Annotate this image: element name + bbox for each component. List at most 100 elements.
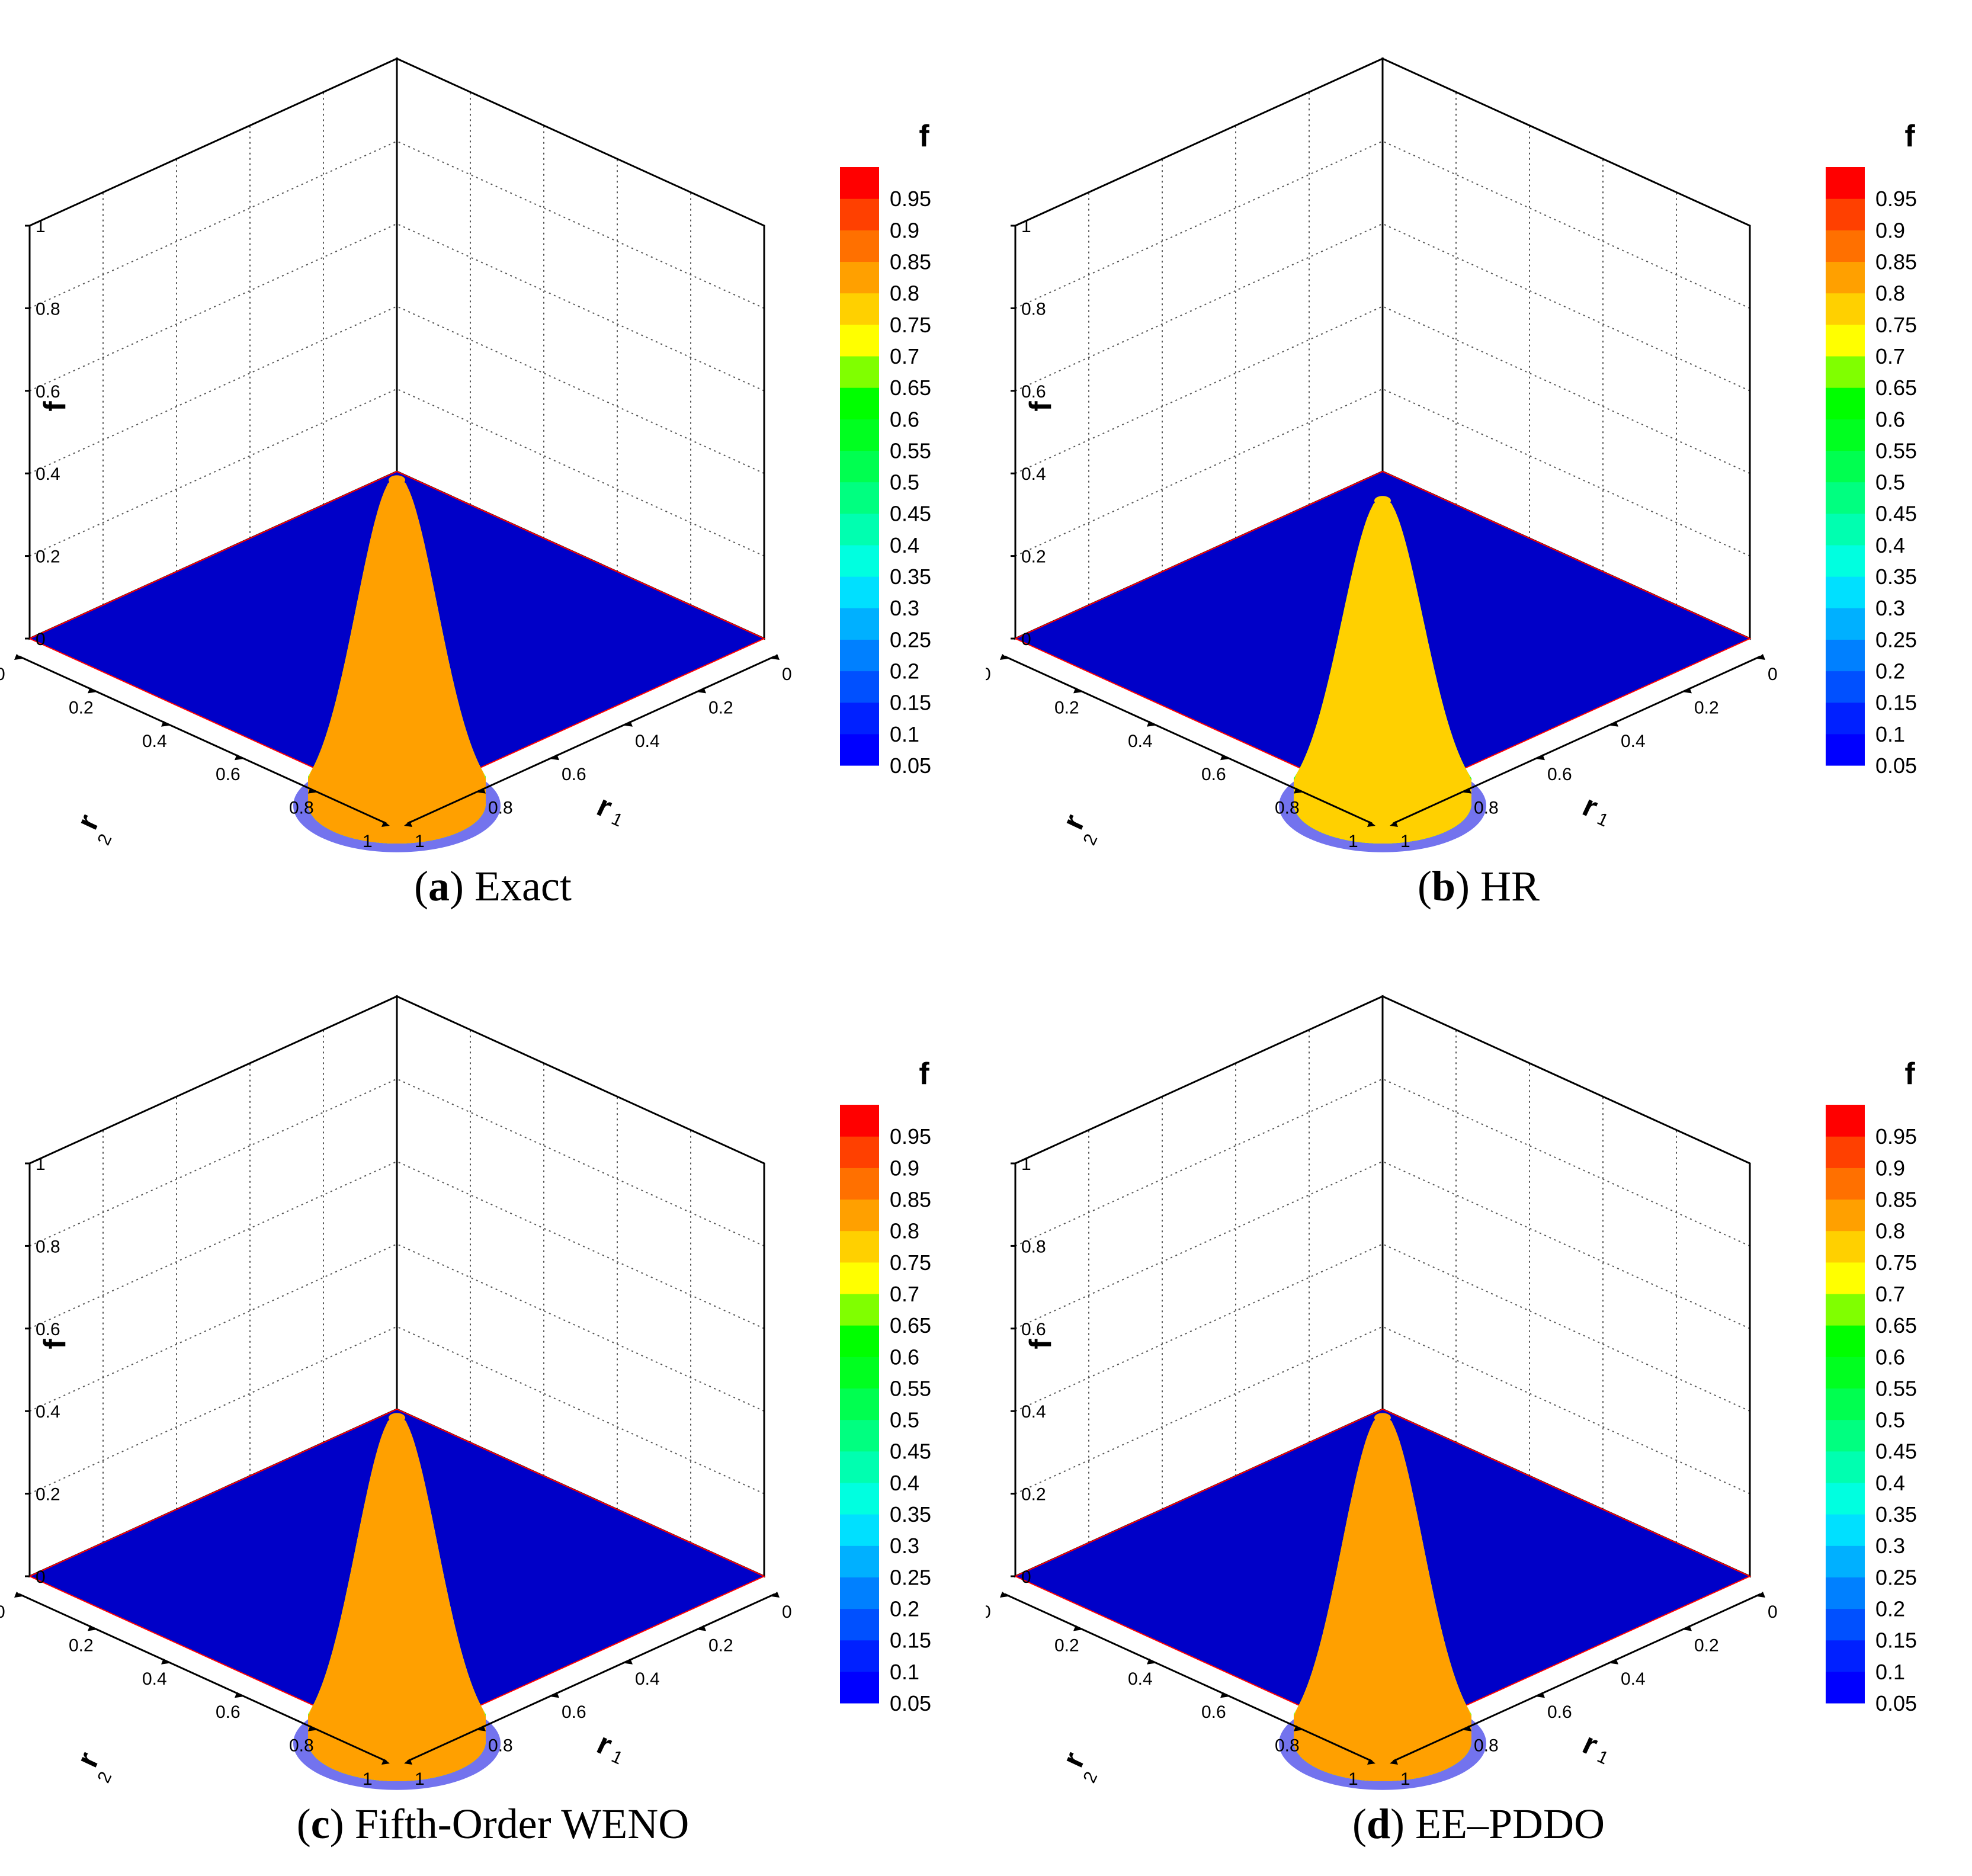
colorbar-tick-label: 0.6: [1875, 1345, 1905, 1369]
r1-tick-label: 0.8: [1474, 1736, 1499, 1756]
colorbar-tick-label: 0.05: [1875, 1691, 1917, 1715]
r2-tick-mark: [14, 654, 23, 660]
r1-tick-mark: [1757, 654, 1765, 660]
r1-tick-mark: [771, 654, 780, 660]
colorbar-segment: [840, 1608, 879, 1641]
r2-axis-line: [18, 655, 387, 825]
panel-c-caption-text: Fifth-Order WENO: [354, 1800, 690, 1848]
colorbar-tick-label: 0.9: [1875, 218, 1905, 242]
panel-d-chart: 0 0.2 0.4 0.6 0.8 1 f 0 0.2 0.4 0.6 0.8 1 r2 0 0.2 0.4 0.…: [986, 995, 1917, 1790]
colorbar-segment: [1826, 513, 1865, 546]
r2-tick-label: 0.6: [1201, 765, 1226, 784]
colorbar-segment: [840, 167, 879, 199]
z-tick-label: 0: [36, 1567, 46, 1587]
r1-axis-subscript: 1: [1594, 809, 1611, 831]
colorbar-segment: [1826, 419, 1865, 451]
colorbar-segment: [840, 1671, 879, 1704]
r2-axis-label: r: [1056, 809, 1092, 835]
r1-tick-label: 0.8: [488, 1736, 513, 1756]
colorbar-segment: [840, 261, 879, 294]
r2-tick-label: 1: [1348, 832, 1358, 851]
colorbar-tick-label: 0.75: [890, 1250, 931, 1275]
colorbar-segment: [840, 1293, 879, 1326]
r1-axis-subscript: 1: [608, 809, 626, 831]
panel-a-caption-text: Exact: [474, 862, 572, 910]
colorbar-tick-label: 0.7: [890, 1282, 919, 1306]
r2-axis-subscript: 2: [94, 1769, 116, 1786]
panel-c-caption: (c) Fifth-Order WENO: [296, 1800, 690, 1848]
r2-tick-label: 0.2: [69, 1636, 94, 1655]
colorbar-segment: [840, 1199, 879, 1232]
z-tick-label: 0.2: [1021, 547, 1046, 567]
r2-tick-label: 0.8: [1275, 1736, 1300, 1756]
r2-axis-line: [18, 1593, 387, 1762]
r2-tick-label: 1: [363, 832, 373, 851]
r1-tick-label: 0.4: [635, 732, 660, 751]
colorbar-tick-label: 0.4: [890, 533, 919, 557]
colorbar-segment: [840, 324, 879, 357]
colorbar-tick-label: 0.45: [890, 502, 931, 526]
colorbar-tick-label: 0.45: [1875, 502, 1917, 526]
colorbar-tick-label: 0.3: [1875, 1534, 1905, 1558]
colorbar-segment: [1826, 355, 1865, 388]
z-tick-label: 0.6: [1021, 1320, 1046, 1339]
colorbar-segment: [1826, 576, 1865, 608]
grid-line: [29, 388, 397, 557]
colorbar-tick-label: 0.9: [890, 1156, 919, 1180]
colorbar-tick-label: 0.4: [1875, 533, 1905, 557]
grid-line: [29, 1078, 397, 1247]
colorbar-tick-label: 0.1: [1875, 722, 1905, 746]
colorbar-segment: [1826, 639, 1865, 672]
z-tick-label: 0: [1021, 630, 1031, 649]
peak-apex: [389, 1413, 405, 1423]
r1-tick-label: 0.8: [488, 798, 513, 818]
colorbar-tick-label: 0.05: [1875, 753, 1917, 778]
r1-tick-label: 0.4: [635, 1669, 660, 1689]
r1-tick-label: 0.4: [1621, 732, 1646, 751]
z-axis-label: f: [1024, 401, 1058, 412]
colorbar-segment: [840, 1357, 879, 1389]
colorbar-segment: [1826, 1388, 1865, 1420]
grid-line: [29, 223, 397, 392]
colorbar-segment: [840, 702, 879, 735]
grid-line: [396, 306, 765, 474]
panel-a-letter: a: [428, 862, 450, 910]
colorbar-tick-label: 0.25: [1875, 627, 1917, 652]
r1-axis-line: [1393, 1593, 1761, 1762]
colorbar-segment: [1826, 1357, 1865, 1389]
grid-line: [29, 140, 397, 309]
grid-line: [1382, 1326, 1750, 1495]
panel-d-letter: d: [1366, 1800, 1391, 1848]
colorbar-segment: [840, 1482, 879, 1515]
colorbar-segment: [840, 1105, 879, 1137]
colorbar-segment: [1826, 261, 1865, 294]
r1-tick-mark: [1757, 1592, 1765, 1598]
colorbar-segment: [840, 733, 879, 766]
grid-line: [29, 1243, 397, 1412]
colorbar-tick-label: 0.15: [1875, 1628, 1917, 1653]
peak-band: [308, 475, 486, 844]
panel-b: 0 0.2 0.4 0.6 0.8 1 f 0 0.2 0.4 0.6 0.8 1 r 2 0 0.2 0.4 0.…: [986, 0, 1971, 938]
colorbar-title: f: [1904, 1057, 1915, 1091]
colorbar-tick-label: 0.15: [890, 691, 931, 715]
panel-d-caption: (d) EE–PDDO: [1352, 1800, 1605, 1848]
colorbar-tick-label: 0.5: [1875, 470, 1905, 495]
r2-axis-subscript: 2: [94, 831, 116, 848]
colorbar-segment: [1826, 167, 1865, 199]
r2-tick-label: 0.6: [216, 765, 241, 784]
colorbar-tick-label: 0.35: [890, 565, 931, 589]
r2-tick-label: 0.6: [1201, 1702, 1226, 1722]
z-tick-label: 0.2: [1021, 1485, 1046, 1505]
colorbar-segment: [1826, 1514, 1865, 1546]
colorbar-segment: [1826, 1168, 1865, 1200]
colorbar-segment: [840, 482, 879, 514]
colorbar-segment: [840, 293, 879, 325]
colorbar-segment: [840, 1262, 879, 1294]
colorbar-title: f: [919, 1057, 929, 1091]
r1-tick-label: 0.6: [1547, 1702, 1572, 1722]
z-axis-label: f: [1024, 1339, 1058, 1349]
z-tick-label: 1: [36, 1155, 46, 1174]
colorbar-segment: [1826, 1262, 1865, 1294]
r2-tick-label: 0.2: [1054, 1636, 1079, 1655]
r2-tick-label: 0.8: [289, 1736, 314, 1756]
